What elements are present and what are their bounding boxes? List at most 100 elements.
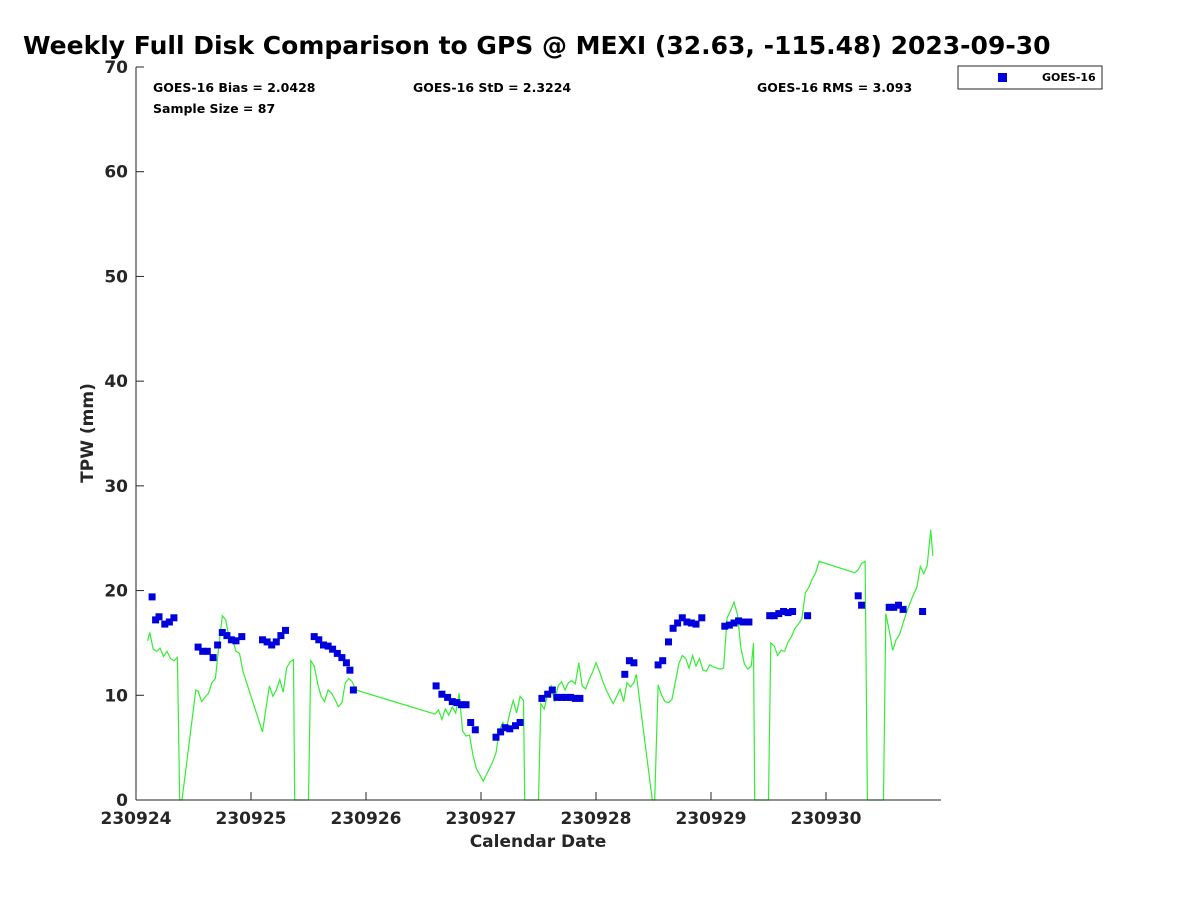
x-ticks: 230924 230925 230926 230927 230928 230929 2309… (101, 792, 862, 829)
goes16-point (775, 610, 783, 618)
goes16-point (538, 694, 546, 702)
y-tick-label: 0 (116, 791, 128, 811)
goes16-point (320, 641, 327, 649)
y-tick-label: 70 (104, 58, 128, 78)
goes16-point (194, 643, 202, 651)
y-tick-label: 60 (104, 163, 128, 183)
goes16-point (885, 603, 893, 611)
goes16-point (780, 608, 787, 615)
goes16-point (277, 632, 285, 640)
goes16-point (238, 633, 246, 641)
goes16-point (621, 670, 629, 678)
goes16-point (263, 638, 271, 646)
goes16-point (155, 613, 163, 621)
goes16-point (558, 693, 565, 701)
goes16-point (770, 612, 778, 620)
goes16-point (497, 728, 505, 736)
legend-box (957, 65, 1103, 90)
goes16-point (462, 701, 470, 709)
chart-title: Weekly Full Disk Comparison to GPS @ MEX… (23, 31, 1051, 60)
goes16-point (654, 661, 662, 669)
goes16-point (789, 608, 797, 615)
goes16-point (745, 618, 753, 626)
y-axis-label: TPW (mm) (78, 383, 98, 483)
stat-bias: GOES-16 Bias = 2.0428 (153, 80, 315, 95)
goes16-point (890, 603, 898, 611)
goes16-point (625, 657, 633, 665)
goes16-point (512, 722, 519, 730)
goes16-point (562, 693, 570, 701)
goes16-point (203, 647, 211, 655)
goes16-point (687, 619, 695, 627)
goes16-point (784, 609, 792, 617)
goes16-point (698, 614, 706, 622)
goes16-point (432, 682, 440, 690)
goes16-point (854, 592, 862, 600)
goes16-point (333, 649, 341, 657)
goes16-point (471, 726, 479, 734)
x-tick-label: 230925 (216, 809, 287, 829)
goes16-point (678, 614, 686, 622)
legend: GOES-16 (957, 65, 1103, 90)
goes16-point (346, 666, 354, 674)
gps-series (146, 529, 934, 801)
goes16-point (630, 659, 638, 667)
goes16-point (674, 619, 682, 627)
x-axis-label: Calendar Date (470, 832, 607, 852)
goes16-point (223, 632, 231, 640)
goes16-point (444, 693, 452, 701)
x-tick-label: 230930 (791, 809, 862, 829)
goes16-point (161, 620, 169, 628)
goes16-point (804, 612, 812, 620)
stat-sample-size: Sample Size = 87 (153, 101, 275, 116)
goes16-point (467, 719, 475, 726)
goes16-point (268, 641, 276, 649)
goes16-point (214, 641, 222, 649)
goes16-point (170, 614, 178, 622)
goes16-series (148, 592, 927, 741)
y-ticks: 0 10 20 30 40 50 60 70 (104, 58, 144, 811)
goes16-point (453, 699, 461, 707)
goes16-point (315, 636, 323, 644)
x-tick-label: 230926 (331, 809, 402, 829)
goes16-point (148, 593, 156, 601)
y-tick-label: 50 (104, 267, 128, 287)
goes16-point (338, 654, 346, 662)
goes16-point (438, 690, 446, 698)
stat-std: GOES-16 StD = 2.3224 (413, 80, 571, 95)
x-tick-label: 230927 (446, 809, 517, 829)
goes16-point (232, 637, 240, 645)
x-tick-label: 230928 (561, 809, 632, 829)
goes16-point (899, 605, 907, 613)
goes16-point (282, 626, 289, 634)
goes16-point (895, 601, 902, 609)
goes16-point (669, 624, 677, 632)
goes16-point (501, 724, 509, 732)
goes16-point (730, 619, 738, 627)
gps-line (146, 529, 934, 801)
x-tick-label: 230924 (101, 809, 172, 829)
goes16-point (506, 725, 514, 733)
goes16-point (739, 618, 747, 626)
y-tick-label: 20 (104, 582, 128, 602)
goes16-point (199, 647, 207, 655)
goes16-point (683, 618, 691, 626)
plot-area: 230924 230925 230926 230927 230928 230929 2309… (101, 58, 941, 829)
goes16-point (659, 657, 667, 665)
x-tick-label: 230929 (676, 809, 747, 829)
goes16-point (858, 601, 866, 609)
goes16-point (259, 636, 266, 644)
goes16-point (516, 719, 524, 726)
y-tick-label: 30 (104, 477, 128, 497)
goes16-point (165, 618, 173, 626)
goes16-point (548, 686, 556, 694)
goes16-point (324, 642, 332, 650)
goes16-point (692, 620, 700, 628)
stat-rms: GOES-16 RMS = 3.093 (757, 80, 912, 95)
goes16-point (227, 636, 235, 644)
goes16-point (567, 693, 575, 701)
goes16-point (721, 622, 729, 630)
goes16-point (544, 690, 552, 698)
goes16-point (576, 694, 584, 702)
